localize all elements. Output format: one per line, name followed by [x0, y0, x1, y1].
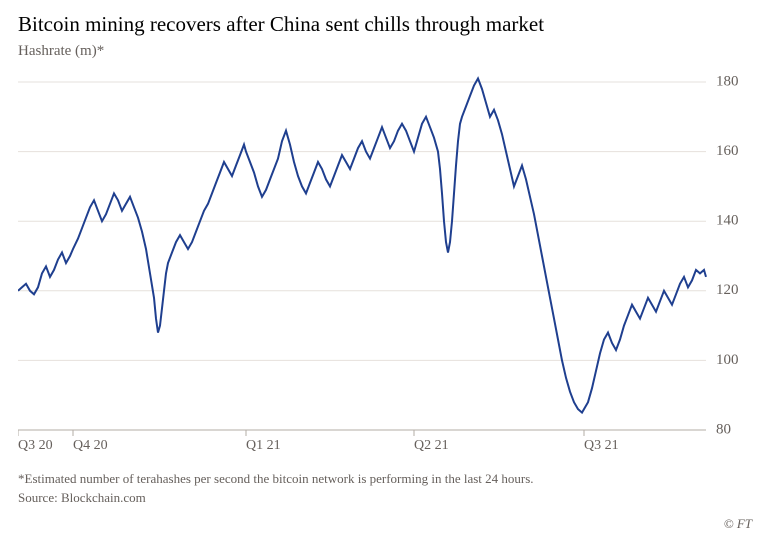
chart-subtitle: Hashrate (m)* — [18, 43, 752, 60]
x-tick-label: Q3 20 — [18, 438, 53, 453]
chart-credit: © FT — [724, 516, 752, 532]
y-tick-label: 100 — [716, 352, 739, 368]
y-tick-label: 80 — [716, 421, 731, 437]
chart-source: Source: Blockchain.com — [18, 490, 752, 506]
hashrate-line — [18, 79, 706, 413]
x-tick-label: Q3 21 — [584, 438, 619, 453]
chart-svg: 80 100 120 140 160 180 Q3 20 Q4 20 Q1 21 Q2 21 Q3 … — [18, 74, 752, 454]
y-tick-label: 180 — [716, 74, 739, 89]
y-tick-label: 160 — [716, 143, 739, 159]
plot-area: 80 100 120 140 160 180 Q3 20 Q4 20 Q1 21 Q2 21 Q3 … — [18, 74, 752, 454]
chart-container: Bitcoin mining recovers after China sent… — [0, 0, 770, 540]
chart-title: Bitcoin mining recovers after China sent… — [18, 12, 752, 37]
chart-footnote: *Estimated number of terahashes per seco… — [18, 470, 752, 488]
y-tick-label: 140 — [716, 213, 739, 229]
x-tick-label: Q2 21 — [414, 438, 449, 453]
y-tick-label: 120 — [716, 282, 739, 298]
x-tick-label: Q1 21 — [246, 438, 281, 453]
x-tick-label: Q4 20 — [73, 438, 108, 453]
